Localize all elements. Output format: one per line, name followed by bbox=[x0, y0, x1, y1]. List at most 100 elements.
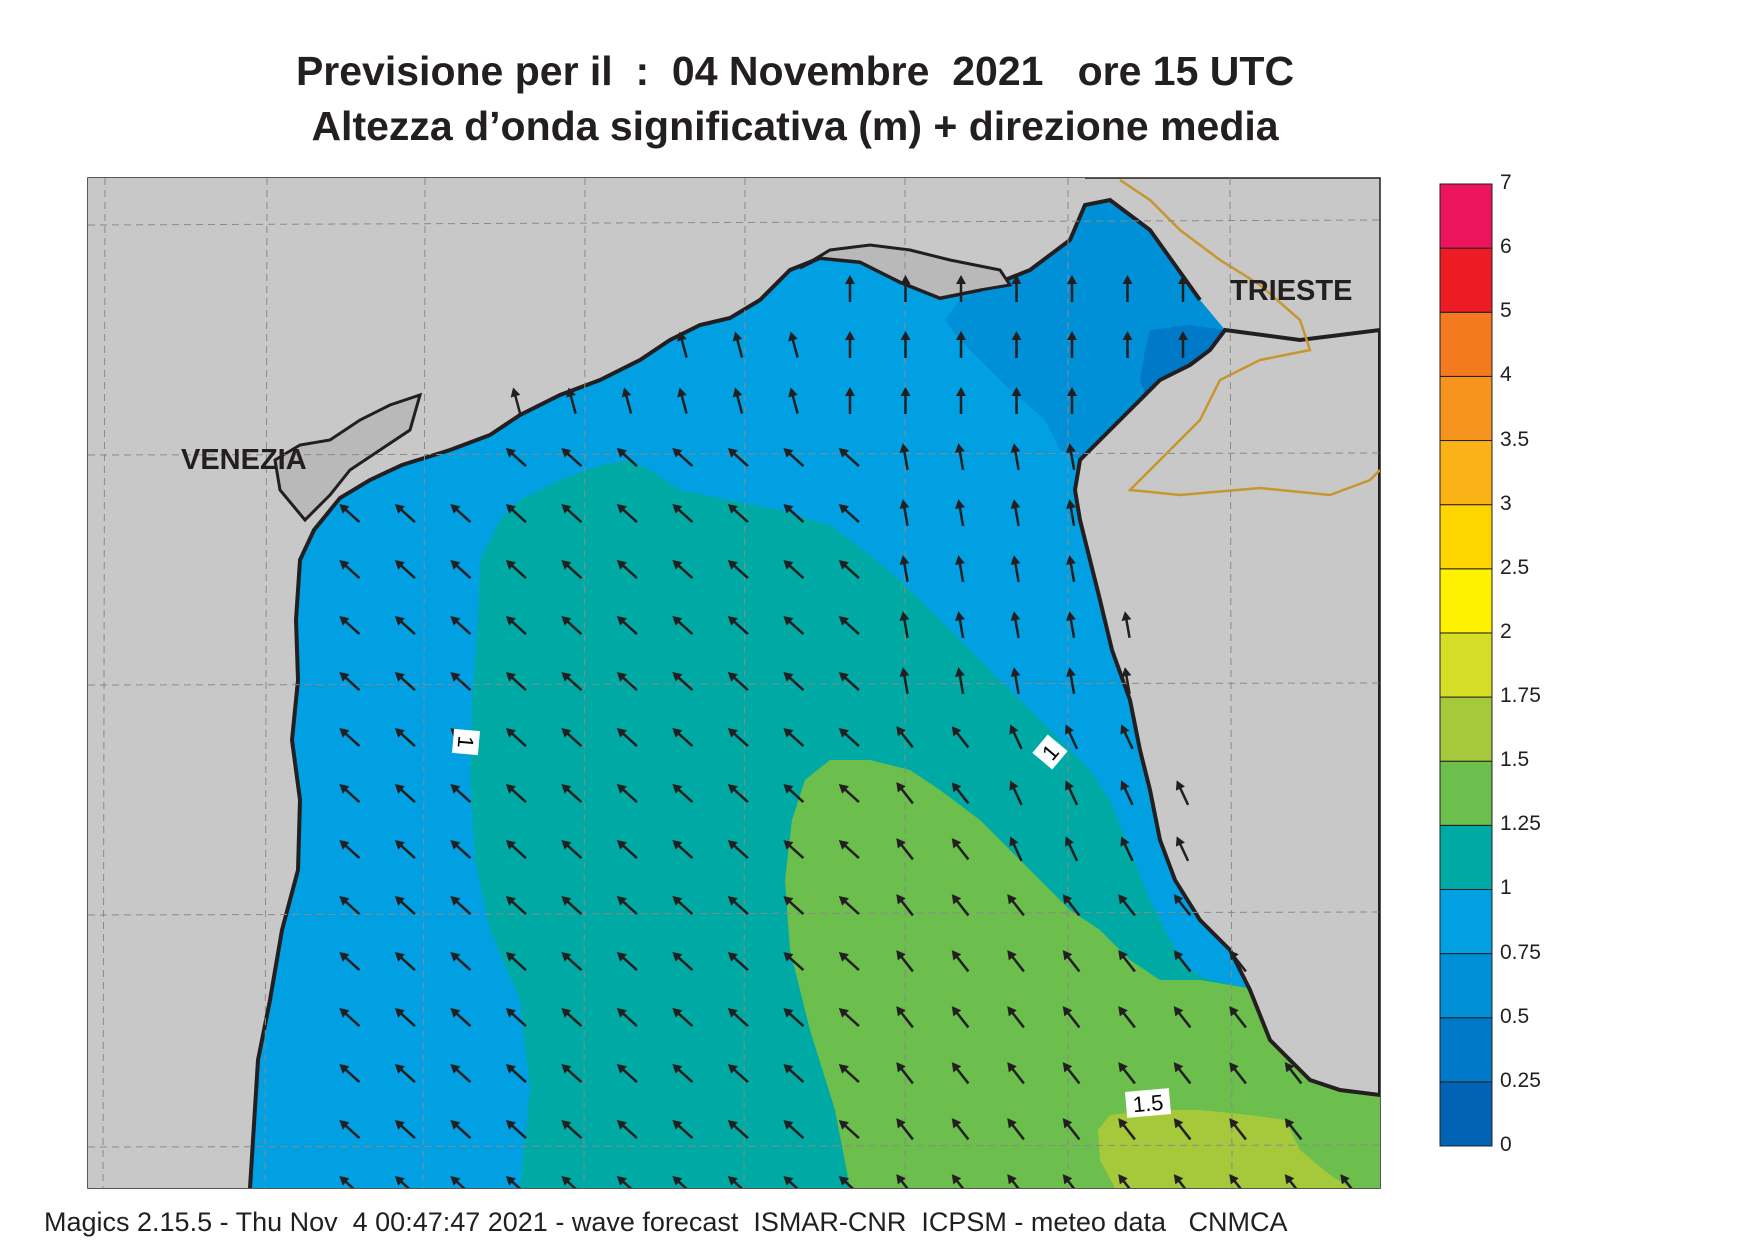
map-subtitle: Altezza d’onda significativa (m) + direz… bbox=[311, 103, 1279, 149]
wave-arrow bbox=[450, 1063, 472, 1083]
legend-level-label: 0.5 bbox=[1500, 1004, 1530, 1028]
wave-arrow bbox=[1118, 894, 1136, 917]
wave-arrow bbox=[616, 671, 638, 691]
wave-arrow bbox=[838, 1063, 860, 1083]
grid-line bbox=[743, 178, 746, 1188]
legend-swatch bbox=[1439, 440, 1493, 506]
wave-arrow bbox=[672, 1007, 694, 1027]
wave-arrow bbox=[1010, 667, 1021, 695]
wave-arrow bbox=[394, 1175, 416, 1188]
wave-arrow bbox=[505, 783, 527, 803]
wave-arrow bbox=[1229, 1062, 1247, 1085]
wave-zone-1.5-1.75 bbox=[1098, 1110, 1350, 1188]
wave-arrow bbox=[783, 727, 805, 747]
wave-arrow bbox=[899, 611, 910, 639]
wave-arrow bbox=[727, 1007, 749, 1027]
legend-swatch bbox=[1439, 375, 1493, 442]
wave-arrow bbox=[450, 615, 472, 635]
grid-line bbox=[264, 178, 268, 1188]
wave-arrow bbox=[672, 839, 694, 859]
wave-arrow bbox=[339, 671, 361, 691]
wave-arrow bbox=[956, 275, 966, 302]
wave-arrow bbox=[672, 671, 694, 691]
wave-arrow bbox=[955, 443, 965, 471]
wave-arrow bbox=[1173, 894, 1192, 917]
wave-arrow bbox=[561, 1119, 583, 1139]
wave-arrow bbox=[896, 782, 914, 805]
wave-arrow bbox=[1118, 1118, 1136, 1141]
wave-arrow bbox=[896, 1118, 914, 1141]
legend-level-label: 1.5 bbox=[1500, 748, 1530, 772]
wave-arrow bbox=[1178, 275, 1188, 302]
wave-arrow bbox=[450, 1007, 472, 1027]
wave-arrow bbox=[727, 951, 749, 971]
wave-arrow bbox=[1062, 1118, 1081, 1141]
wave-arrow bbox=[339, 1175, 361, 1188]
wave-arrow bbox=[727, 503, 749, 523]
wave-arrow bbox=[394, 1063, 416, 1083]
wave-arrow bbox=[896, 1006, 914, 1029]
wave-arrow bbox=[561, 839, 583, 859]
wave-arrow bbox=[1067, 331, 1077, 358]
grid-line bbox=[102, 178, 106, 1188]
wave-arrow bbox=[672, 559, 694, 579]
wave-arrow bbox=[1340, 1174, 1358, 1188]
wave-arrow bbox=[951, 838, 970, 861]
legend-swatch bbox=[1439, 632, 1493, 698]
wave-direction-arrows bbox=[339, 275, 1358, 1188]
wave-arrow bbox=[450, 839, 472, 859]
wave-arrow bbox=[845, 275, 855, 302]
wave-arrow bbox=[1120, 780, 1134, 806]
wave-arrow bbox=[727, 1119, 749, 1139]
wave-arrow bbox=[339, 1007, 361, 1027]
wave-arrow bbox=[505, 671, 527, 691]
wave-arrow bbox=[1173, 1062, 1192, 1085]
istria-land bbox=[1072, 327, 1380, 1098]
legend-swatch bbox=[1439, 824, 1493, 890]
wave-arrow bbox=[955, 555, 965, 583]
wave-arrow bbox=[727, 615, 749, 635]
wave-arrow bbox=[450, 503, 472, 523]
wave-arrow bbox=[672, 447, 694, 467]
wave-arrow bbox=[956, 387, 966, 414]
legend-swatch bbox=[1439, 1017, 1493, 1083]
wave-arrow bbox=[505, 1175, 527, 1188]
wave-arrow bbox=[394, 783, 416, 803]
wave-arrow bbox=[561, 503, 583, 523]
wave-arrow bbox=[845, 331, 855, 358]
wave-arrow bbox=[783, 503, 805, 523]
wave-arrow bbox=[783, 671, 805, 691]
wave-arrow bbox=[1175, 780, 1190, 806]
wave-arrow bbox=[1229, 1174, 1247, 1188]
wave-arrow bbox=[339, 727, 361, 747]
wave-arrow bbox=[450, 559, 472, 579]
wave-arrow bbox=[838, 951, 860, 971]
wave-arrow bbox=[838, 727, 860, 747]
wave-arrow bbox=[896, 726, 914, 749]
wave-arrow bbox=[951, 1006, 970, 1029]
wave-arrow bbox=[899, 443, 910, 471]
wave-arrow bbox=[450, 1175, 472, 1188]
wave-arrow bbox=[1229, 1006, 1247, 1029]
wave-arrow bbox=[951, 1062, 970, 1085]
wave-arrow bbox=[394, 503, 416, 523]
wave-arrow bbox=[838, 1119, 860, 1139]
wave-arrow bbox=[783, 839, 805, 859]
wave-arrow bbox=[339, 839, 361, 859]
wave-arrow bbox=[616, 727, 638, 747]
wave-arrow bbox=[616, 503, 638, 523]
wave-arrow bbox=[783, 951, 805, 971]
wave-arrow bbox=[783, 1175, 805, 1188]
legend-level-label: 1 bbox=[1500, 876, 1512, 900]
wave-arrow bbox=[1007, 1062, 1025, 1085]
wave-arrow bbox=[896, 950, 914, 973]
legend-level-label: 7 bbox=[1500, 171, 1512, 194]
legend-swatch bbox=[1439, 696, 1493, 762]
wave-arrow bbox=[339, 1119, 361, 1139]
wave-arrow bbox=[394, 1119, 416, 1139]
wave-arrow bbox=[1067, 387, 1077, 414]
wave-arrow bbox=[1010, 443, 1021, 471]
wave-arrow bbox=[838, 1175, 860, 1188]
legend-level-label: 1.75 bbox=[1500, 684, 1541, 708]
wave-arrow bbox=[956, 331, 966, 358]
